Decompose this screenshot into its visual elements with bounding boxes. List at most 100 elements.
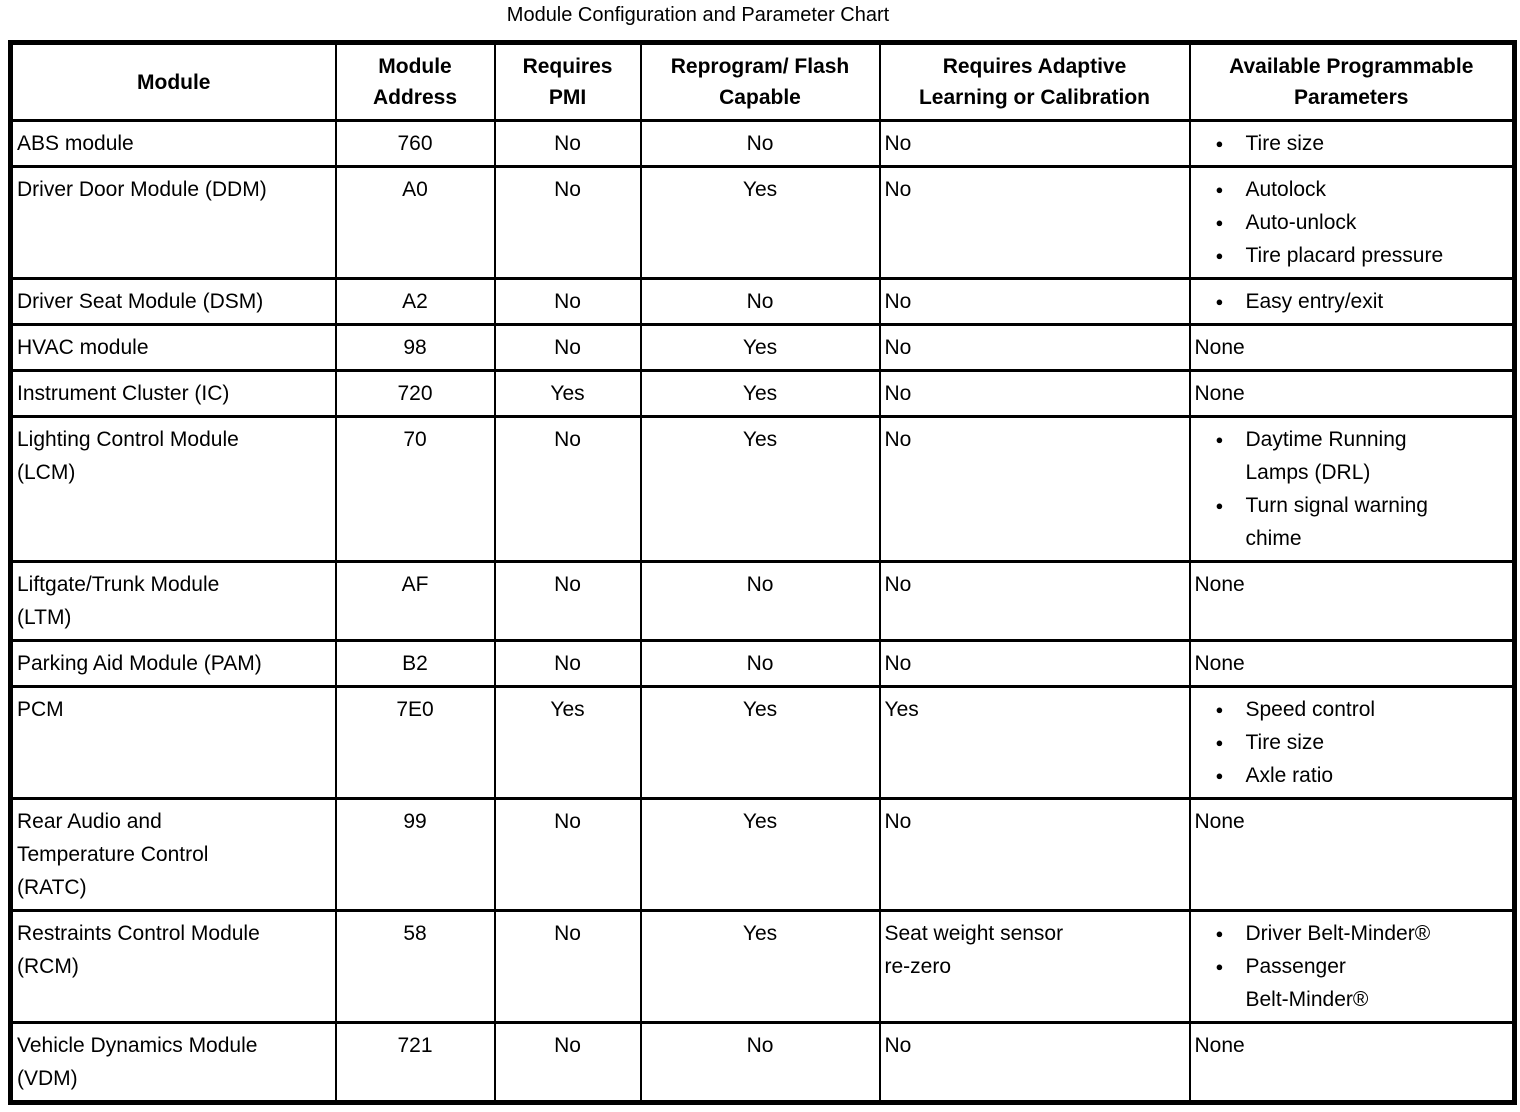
chart-title: Module Configuration and Parameter Chart [506,4,890,26]
cell-adaptive-learning: Seat weight sensor re-zero [878,909,1191,1024]
cell-adaptive-learning: No [878,165,1191,280]
parameter-label: Autolock [1245,178,1327,201]
cell-reprogram-flash-capable: No [639,277,881,326]
cell-module: Rear Audio and Temperature Control (RATC… [9,797,337,912]
parameter-label: Speed control [1245,698,1376,721]
cell-module: Driver Seat Module (DSM) [9,277,337,326]
cell-module-address: 58 [334,909,496,1024]
parameter-list-item: ● Speed control [1195,693,1509,726]
cell-reprogram-flash-capable: No [639,639,881,688]
cell-programmable-parameters: ● Easy entry/exit [1188,277,1516,326]
table-body: ABS module 760 No No No ● Tire size Driver Door… [9,119,1516,1104]
cell-programmable-parameters: ● Autolock ● Auto-unlock ● Tire placard press… [1188,165,1516,280]
parameter-list-item: ● Axle ratio [1195,759,1509,792]
cell-programmable-parameters: ● Speed control ● Tire size ● Axle ratio [1188,685,1516,800]
column-header-module-address: Module Address [334,41,496,122]
table-row: ABS module 760 No No No ● Tire size [9,119,1516,168]
cell-reprogram-flash-capable: Yes [639,323,881,372]
cell-programmable-parameters: ● Driver Belt-Minder® ● Passenger Belt-Mind… [1188,909,1516,1024]
cell-programmable-parameters: None [1188,323,1516,372]
table-header-row: Module Module Address Requires PMI Reprogra… [9,41,1516,122]
table-row: Liftgate/Trunk Module (LTM) AF No No No None [9,560,1516,642]
table-row: Lighting Control Module (LCM) 70 No Yes No ● D… [9,415,1516,563]
cell-requires-pmi: No [493,639,642,688]
cell-adaptive-learning: Yes [878,685,1191,800]
parameter-list-item: ● Daytime Running Lamps (DRL) [1195,423,1509,489]
cell-programmable-parameters: ● Tire size [1188,119,1516,168]
cell-module: Liftgate/Trunk Module (LTM) [9,560,337,642]
cell-module: PCM [9,685,337,800]
bullet-icon: ● [1215,248,1224,263]
cell-adaptive-learning: No [878,415,1191,563]
parameter-label: Passenger Belt-Minder® [1245,955,1369,1011]
table-row: Driver Seat Module (DSM) A2 No No No ● Easy en… [9,277,1516,326]
parameter-label: Turn signal warning chime [1245,494,1428,550]
bullet-icon: ● [1215,498,1224,513]
cell-reprogram-flash-capable: No [639,1021,881,1104]
cell-module: HVAC module [9,323,337,372]
parameter-list-item: ● Driver Belt-Minder® [1195,917,1509,950]
cell-programmable-parameters: None [1188,797,1516,912]
bullet-icon: ● [1215,926,1224,941]
column-header-requires-pmi: Requires PMI [493,41,642,122]
cell-module-address: 720 [334,369,496,418]
cell-adaptive-learning: No [878,277,1191,326]
cell-module-address: A0 [334,165,496,280]
parameter-label: Easy entry/exit [1245,290,1384,313]
table-row: Restraints Control Module (RCM) 58 No Yes Se… [9,909,1516,1024]
cell-programmable-parameters: None [1188,560,1516,642]
cell-requires-pmi: No [493,165,642,280]
parameter-label: Tire placard pressure [1245,244,1444,267]
cell-module-address: 7E0 [334,685,496,800]
cell-reprogram-flash-capable: Yes [639,369,881,418]
cell-programmable-parameters: ● Daytime Running Lamps (DRL) ● Turn signal… [1188,415,1516,563]
table-header: Module Module Address Requires PMI Reprogra… [9,41,1516,122]
bullet-icon: ● [1215,702,1224,717]
bullet-icon: ● [1215,136,1224,151]
parameter-list-item: ● Autolock [1195,173,1509,206]
table-row: Vehicle Dynamics Module (VDM) 721 No No No No… [9,1021,1516,1104]
cell-module: Lighting Control Module (LCM) [9,415,337,563]
cell-module-address: 99 [334,797,496,912]
parameter-label: Tire size [1245,731,1325,754]
column-header-reprogram-flash-capable: Reprogram/ Flash Capable [639,41,881,122]
bullet-icon: ● [1215,294,1224,309]
bullet-icon: ● [1215,735,1224,750]
table-row: Rear Audio and Temperature Control (RATC… [9,797,1516,912]
cell-module: Parking Aid Module (PAM) [9,639,337,688]
parameter-list-item: ● Tire size [1195,127,1509,160]
cell-requires-pmi: No [493,560,642,642]
cell-module: Driver Door Module (DDM) [9,165,337,280]
cell-module-address: A2 [334,277,496,326]
cell-adaptive-learning: No [878,119,1191,168]
bullet-icon: ● [1215,768,1224,783]
table-row: Driver Door Module (DDM) A0 No Yes No ● Autolo… [9,165,1516,280]
parameter-list-item: ● Auto-unlock [1195,206,1509,239]
cell-requires-pmi: No [493,323,642,372]
cell-module-address: 721 [334,1021,496,1104]
cell-reprogram-flash-capable: Yes [639,909,881,1024]
module-configuration-table: Module Module Address Requires PMI Reprogra… [8,40,1517,1105]
parameter-label: Daytime Running Lamps (DRL) [1245,428,1407,484]
cell-requires-pmi: No [493,1021,642,1104]
cell-adaptive-learning: No [878,639,1191,688]
cell-reprogram-flash-capable: Yes [639,685,881,800]
cell-module-address: 760 [334,119,496,168]
cell-module-address: B2 [334,639,496,688]
column-header-module: Module [9,41,337,122]
cell-adaptive-learning: No [878,797,1191,912]
cell-reprogram-flash-capable: Yes [639,415,881,563]
cell-module: Restraints Control Module (RCM) [9,909,337,1024]
parameter-label: Driver Belt-Minder® [1245,922,1431,945]
cell-module: Vehicle Dynamics Module (VDM) [9,1021,337,1104]
bullet-icon: ● [1215,432,1224,447]
cell-requires-pmi: No [493,277,642,326]
parameter-label: Tire size [1245,132,1325,155]
parameter-list-item: ● Turn signal warning chime [1195,489,1509,555]
cell-reprogram-flash-capable: No [639,560,881,642]
parameter-label: Auto-unlock [1245,211,1357,234]
cell-requires-pmi: Yes [493,369,642,418]
bullet-icon: ● [1215,215,1224,230]
parameter-label: Axle ratio [1245,764,1334,787]
column-header-requires-adaptive-learning: Requires Adaptive Learning or Calibratio… [878,41,1191,122]
